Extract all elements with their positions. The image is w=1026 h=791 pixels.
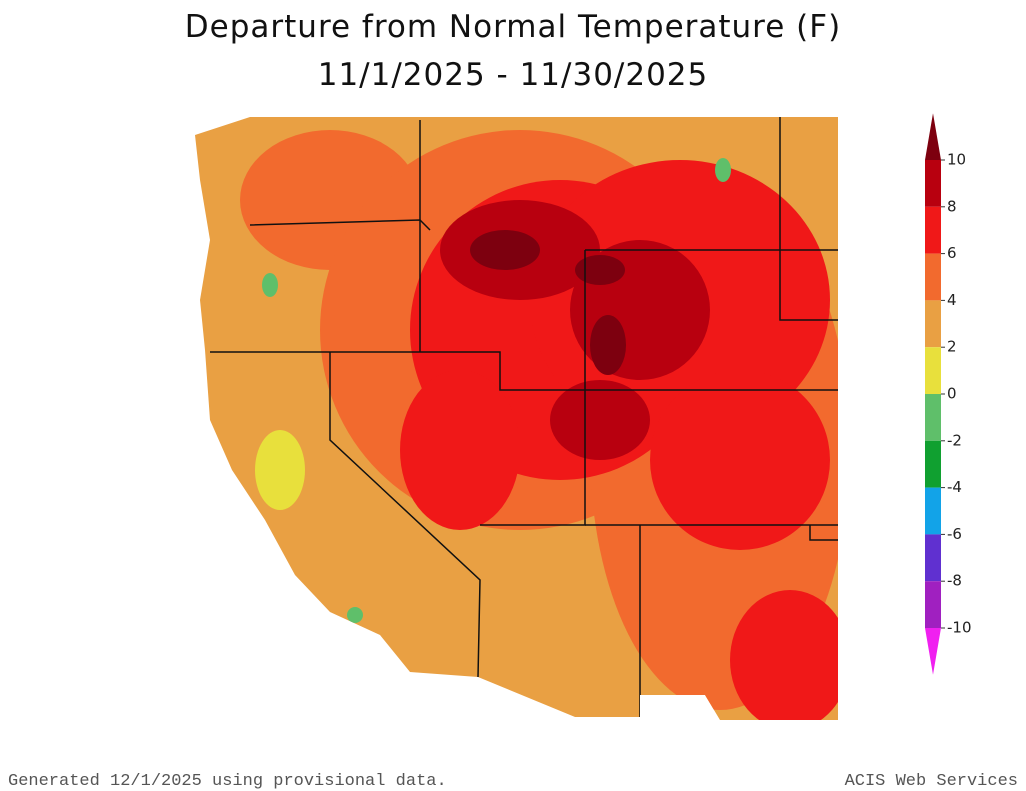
- colorbar: 10 8 6 4 2 0 -2 -4 -6 -8 -10: [925, 113, 972, 675]
- footer-right: ACIS Web Services: [845, 772, 1018, 791]
- colorbar-tick-label: -6: [947, 525, 962, 543]
- colorbar-tick-label: 4: [947, 291, 957, 309]
- colorbar-tick-label: 0: [947, 385, 957, 403]
- colorbar-band: [925, 206, 941, 254]
- colorbar-band: [925, 253, 941, 301]
- colorbar-band: [925, 487, 941, 535]
- colorbar-tick-label: 8: [947, 197, 957, 215]
- colorbar-tick-label: -10: [947, 619, 972, 637]
- colorbar-tick-label: -4: [947, 478, 962, 496]
- colorbar-band: [925, 160, 941, 207]
- title-line: 11/1/2025 - 11/30/2025: [318, 57, 709, 93]
- colorbar-tick-label: -8: [947, 572, 962, 590]
- colorbar-cap: [925, 113, 941, 160]
- colorbar-tick-label: 6: [947, 244, 957, 262]
- colorbar-tick-label: 2: [947, 338, 957, 356]
- colorbar-band: [925, 394, 941, 441]
- colorbar-band: [925, 440, 941, 488]
- title-line: Departure from Normal Temperature (F): [185, 9, 841, 45]
- colorbar-band: [925, 300, 941, 348]
- colorbar-tick-label: -2: [947, 431, 962, 449]
- colorbar-cap: [925, 628, 941, 675]
- colorbar-band: [925, 581, 941, 628]
- footer-left: Generated 12/1/2025 using provisional da…: [8, 772, 447, 791]
- colorbar-tick-label: 10: [947, 151, 966, 169]
- temperature-map: [195, 117, 838, 720]
- colorbar-band: [925, 534, 941, 582]
- colorbar-band: [925, 347, 941, 394]
